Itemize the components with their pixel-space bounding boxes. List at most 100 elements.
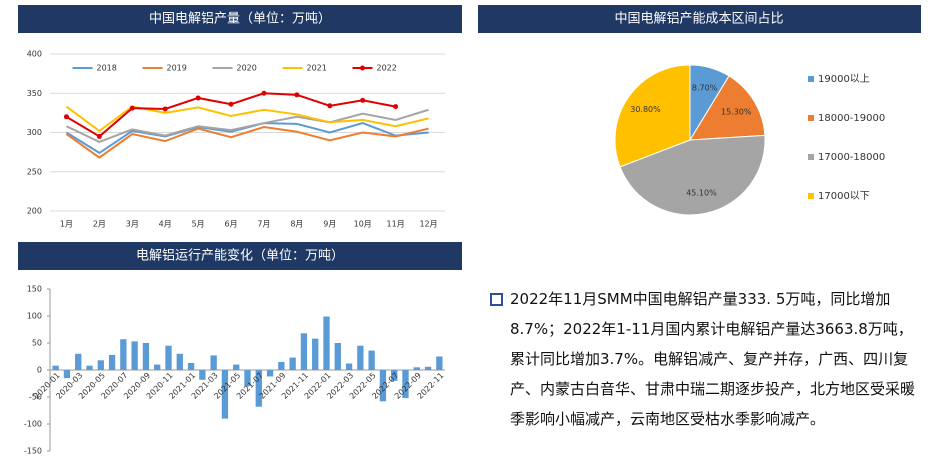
bar [244,370,251,387]
bar [312,338,319,370]
y-tick-label: 150 [27,285,42,294]
y-tick-label: -50 [29,393,42,402]
legend-swatch [808,193,814,199]
point [63,114,69,120]
legend-label: 2022 [377,64,397,73]
x-tick-label: 11月 [387,220,405,229]
bar [154,364,161,370]
legend-label: 17000以下 [818,191,870,202]
pie-slice [614,64,691,168]
bar [108,354,116,370]
chart-title: 中国电解铝产量（单位：万吨） [149,12,331,27]
bar [300,333,308,370]
legend-swatch [808,76,814,82]
bar [334,343,341,370]
x-tick-label: 10月 [354,220,372,229]
bar [391,370,398,381]
point [294,92,300,98]
bar [75,353,82,370]
series-line [65,125,429,159]
point [96,133,102,139]
note-text: 2022年11月SMM中国电解铝产量333. 5万吨，同比增加8.7%；2022… [510,290,916,428]
bar [97,360,104,370]
bar [345,363,353,370]
point [327,103,333,109]
bar [413,367,420,370]
bar [255,370,262,407]
bar [266,370,274,377]
legend-label: 2020 [237,64,257,73]
bar [379,370,387,402]
bar [187,362,195,370]
y-tick-label: 50 [32,339,42,348]
slice-label: 15.30% [721,108,752,117]
bar [86,365,93,370]
y-tick-label: 200 [27,207,42,216]
legend-label: 2019 [167,64,187,73]
point [360,97,366,103]
y-tick-label: 0 [37,366,42,375]
x-tick-label: 12月 [419,220,437,229]
bar [368,350,375,370]
bar [210,355,217,370]
point [261,90,267,96]
slice-label: 8.70% [692,84,718,93]
bar [221,370,229,419]
y-tick-label: 350 [27,89,42,98]
bar [402,370,409,399]
bar [323,316,330,370]
legend-label: 18000-19000 [818,113,885,124]
x-tick-label: 7月 [257,220,270,229]
header-bar [478,5,921,33]
bar [120,339,127,370]
y-tick-label: 100 [27,312,42,321]
bar [278,361,285,370]
bar [63,370,71,379]
note: 2022年11月SMM中国电解铝产量333. 5万吨，同比增加8.7%；2022… [490,284,926,434]
bar [52,365,59,370]
x-tick-label: 6月 [224,220,237,229]
pie-slice [689,75,766,141]
x-tick-label: 9月 [323,220,336,229]
point [162,106,168,112]
series-line [66,108,429,144]
header-bar [18,5,462,33]
bar [289,357,296,370]
header-bar [18,242,462,270]
y-tick-label: -150 [24,447,42,456]
bar [357,345,364,370]
point [228,101,234,107]
y-tick-label: 300 [27,128,42,137]
x-tick-label: 4月 [159,220,172,229]
x-tick-label: 5月 [192,220,205,229]
legend-label: 17000-18000 [818,152,885,163]
bar [233,364,240,370]
legend-label: 19000以上 [818,73,870,85]
point [393,104,399,110]
bar [142,343,150,370]
bar [436,356,443,370]
bar [131,341,138,370]
x-tick-label: 1月 [60,220,73,229]
slice-label: 30.80% [630,105,661,114]
legend-label: 2021 [307,64,327,73]
legend-swatch [808,154,814,160]
chart-title: 电解铝运行产能变化（单位：万吨） [136,248,344,264]
y-tick-label: -100 [24,420,42,429]
series-line [65,105,429,133]
pie-slice [619,134,766,216]
bar [424,366,432,370]
x-tick-label: 3月 [126,220,139,229]
y-tick-label: 400 [27,50,42,59]
slice-label: 45.10% [686,188,717,197]
bar [165,345,172,370]
legend-marker [360,65,365,71]
x-tick-label: 8月 [290,220,303,229]
bar [199,370,206,380]
bullet [490,293,503,306]
x-tick-label: 2月 [93,220,106,229]
legend-swatch [808,115,814,121]
y-tick-label: 250 [27,167,42,176]
